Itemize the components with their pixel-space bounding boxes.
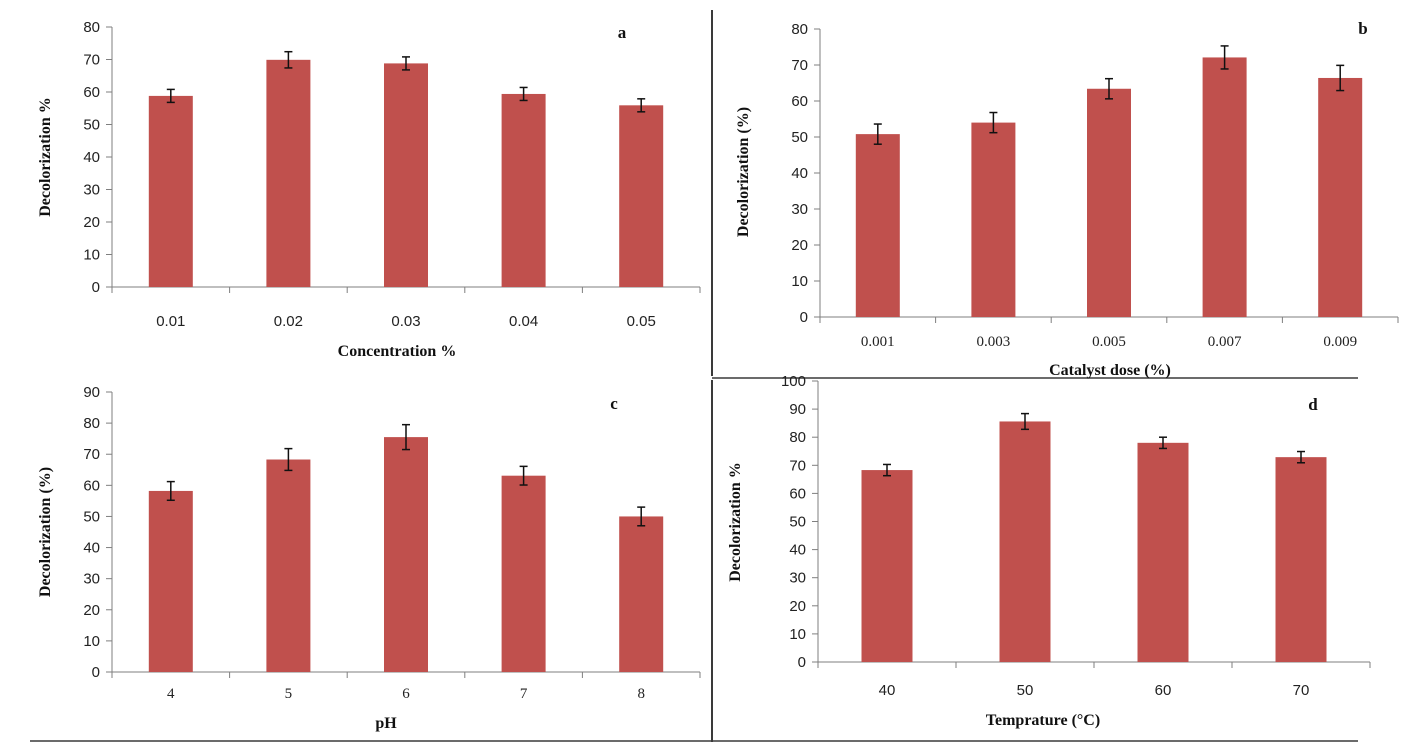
x-tick-label: 70 — [1293, 682, 1310, 699]
chart-panel-b: 0 10 20 30 40 50 60 70 80 0.001 0.003 0.005 0.007 0.0… — [735, 19, 1399, 379]
y-tick-label: 30 — [83, 571, 100, 588]
bar — [384, 63, 428, 288]
y-tick-label: 50 — [789, 514, 806, 531]
x-axis-title: Temprature (°C) — [986, 712, 1100, 729]
bar — [384, 437, 428, 672]
x-tick-label: 0.05 — [627, 313, 656, 330]
y-tick-label: 60 — [83, 477, 100, 494]
y-tick-label: 80 — [83, 19, 100, 36]
x-tick-label: 0.01 — [156, 313, 185, 330]
y-tick-label: 40 — [83, 540, 100, 557]
y-tick-label: 80 — [789, 429, 806, 446]
x-tick-label: 40 — [879, 682, 896, 699]
bar — [266, 59, 311, 288]
bar — [861, 470, 913, 662]
bar — [148, 490, 193, 672]
bar — [619, 105, 664, 287]
y-tick-label: 40 — [83, 149, 100, 166]
bar — [619, 516, 664, 672]
y-tick-label: 0 — [798, 654, 806, 671]
y-tick-label: 60 — [789, 485, 806, 502]
y-axis-title: Decolorization % — [37, 97, 54, 217]
y-tick-label: 30 — [791, 201, 808, 218]
chart-panel-a: 0 10 20 30 40 50 60 70 80 0.01 0.02 0.03 0.04 0.05 Con… — [37, 19, 701, 360]
y-tick-label: 50 — [83, 117, 100, 134]
x-axis-title: Catalyst dose (%) — [1049, 362, 1171, 379]
x-tick-label: 0.04 — [509, 313, 538, 330]
x-tick-label: 7 — [520, 686, 528, 702]
x-tick-label: 0.02 — [274, 313, 303, 330]
bar — [148, 95, 193, 288]
bar — [1318, 77, 1363, 318]
bar — [1137, 442, 1189, 662]
panel-letter: c — [610, 394, 618, 413]
chart-panel-d: 0 10 20 30 40 50 60 70 80 90 100 40 50 60 70 Temprature… — [727, 373, 1371, 729]
x-tick-label: 4 — [167, 686, 175, 702]
y-tick-label: 20 — [789, 598, 806, 615]
y-tick-label: 50 — [791, 129, 808, 146]
bar — [501, 475, 546, 672]
y-tick-label: 70 — [791, 57, 808, 74]
bar — [971, 122, 1016, 317]
x-tick-label: 50 — [1017, 682, 1034, 699]
x-axis-title: Concentration % — [338, 343, 457, 360]
x-tick-label: 0.001 — [861, 334, 895, 350]
y-tick-label: 70 — [83, 52, 100, 69]
bar — [999, 421, 1051, 662]
y-tick-label: 80 — [83, 415, 100, 432]
chart-panel-c: 0 10 20 30 40 50 60 70 80 90 4 5 6 7 8 pH Decolorization… — [37, 384, 701, 732]
y-tick-label: 0 — [92, 279, 100, 296]
y-tick-label: 0 — [800, 309, 808, 326]
x-tick-label: 0.003 — [977, 334, 1011, 350]
y-tick-label: 90 — [789, 401, 806, 418]
y-tick-label: 20 — [83, 214, 100, 231]
x-tick-label: 60 — [1155, 682, 1172, 699]
y-tick-label: 30 — [83, 182, 100, 199]
panel-letter: d — [1308, 395, 1318, 414]
x-tick-label: 8 — [637, 686, 645, 702]
y-tick-label: 100 — [781, 373, 806, 390]
bar — [855, 134, 900, 317]
x-tick-label: 0.007 — [1208, 334, 1242, 350]
panel-letter: b — [1358, 19, 1367, 38]
x-tick-label: 5 — [285, 686, 293, 702]
y-tick-label: 40 — [789, 542, 806, 559]
x-axis-title: pH — [375, 715, 397, 732]
y-tick-label: 50 — [83, 508, 100, 525]
bar — [266, 459, 311, 672]
x-tick-label: 0.005 — [1092, 334, 1126, 350]
y-axis-title: Decolorization (%) — [735, 107, 752, 237]
y-tick-label: 10 — [83, 633, 100, 650]
y-axis-title: Decolorization (%) — [37, 467, 54, 597]
x-tick-label: 0.009 — [1323, 334, 1357, 350]
y-tick-label: 60 — [791, 93, 808, 110]
y-tick-label: 40 — [791, 165, 808, 182]
bar — [1275, 457, 1327, 662]
bar — [1202, 57, 1247, 317]
y-tick-label: 20 — [791, 237, 808, 254]
y-tick-label: 10 — [83, 247, 100, 264]
bar — [501, 93, 546, 287]
y-tick-label: 10 — [789, 626, 806, 643]
x-tick-label: 6 — [402, 686, 410, 702]
y-tick-label: 90 — [83, 384, 100, 401]
x-tick-label: 0.03 — [391, 313, 420, 330]
y-tick-label: 70 — [83, 446, 100, 463]
y-tick-label: 70 — [789, 457, 806, 474]
y-tick-label: 0 — [92, 664, 100, 681]
y-axis-title: Decolorization % — [727, 462, 744, 582]
y-tick-label: 30 — [789, 570, 806, 587]
panel-letter: a — [618, 23, 627, 42]
y-tick-label: 10 — [791, 273, 808, 290]
bar — [1087, 88, 1131, 317]
y-tick-label: 20 — [83, 602, 100, 619]
y-tick-label: 80 — [791, 21, 808, 38]
y-tick-label: 60 — [83, 84, 100, 101]
